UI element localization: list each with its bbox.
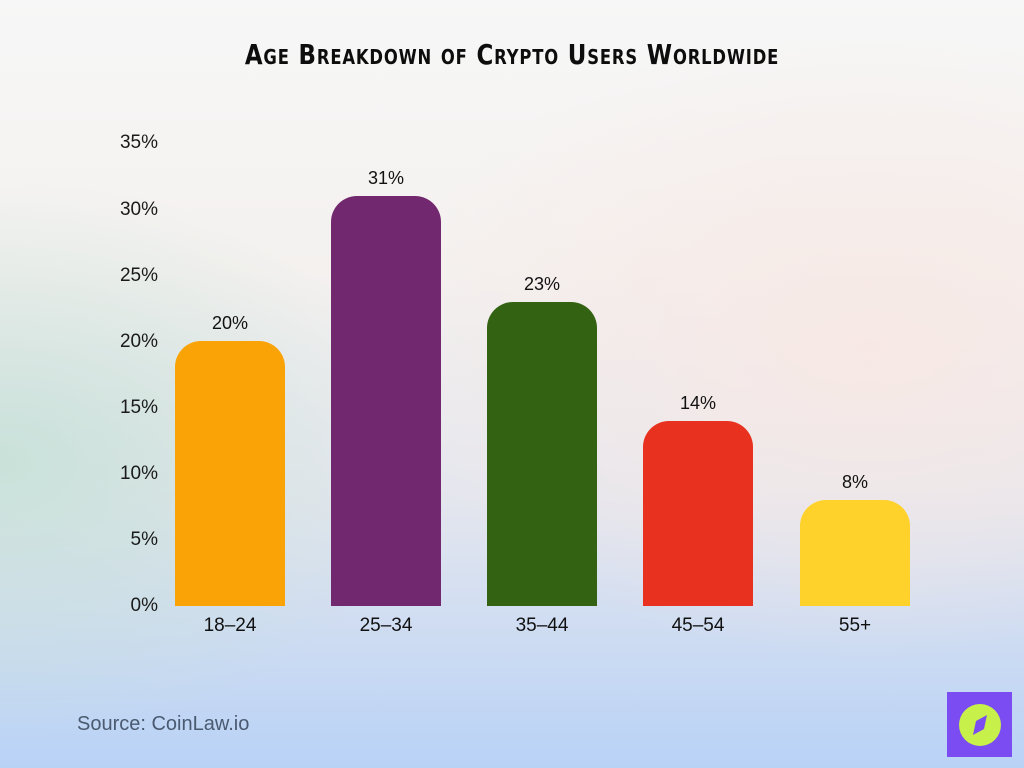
x-tick: 45–54: [671, 615, 725, 636]
chart-title: Age Breakdown of Crypto Users Worldwide: [244, 38, 780, 71]
bar: [800, 500, 910, 606]
y-tick: 20%: [119, 331, 158, 352]
bar: [175, 341, 285, 606]
bar: [643, 420, 753, 606]
x-tick: 55+: [838, 615, 872, 636]
compass-icon: [958, 703, 1001, 746]
y-tick: 0%: [130, 595, 158, 616]
bar-value-label: 23%: [523, 273, 561, 294]
bar-value-label: 20%: [211, 313, 249, 334]
bar: [487, 301, 597, 606]
x-tick: 35–44: [515, 615, 569, 636]
y-tick: 5%: [130, 529, 158, 550]
bar-value-label: 31%: [367, 167, 405, 188]
y-tick: 10%: [119, 463, 158, 484]
y-tick: 30%: [119, 199, 158, 220]
brand-logo: [947, 692, 1012, 757]
bar-value-label: 14%: [679, 392, 717, 413]
bar: [331, 195, 441, 606]
bar-value-label: 8%: [841, 472, 868, 493]
source-note: Source: CoinLaw.io: [77, 713, 250, 735]
y-tick: 15%: [119, 397, 158, 418]
y-tick: 35%: [119, 132, 158, 153]
y-tick: 25%: [119, 265, 158, 286]
x-tick: 18–24: [203, 615, 257, 636]
x-tick: 25–34: [359, 615, 413, 636]
